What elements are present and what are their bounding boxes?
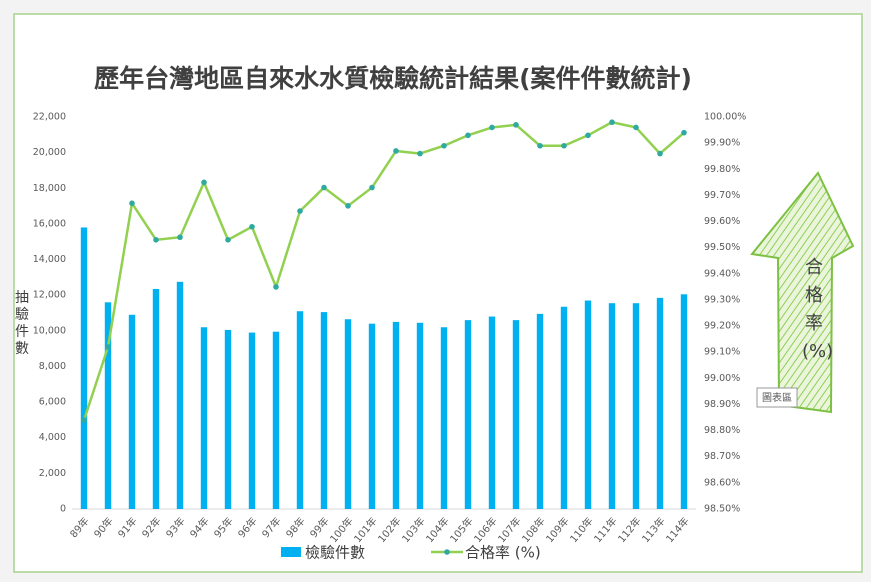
bar [464, 320, 472, 509]
line-marker [513, 122, 519, 128]
bar [368, 323, 376, 509]
line-marker [681, 129, 687, 136]
bar [440, 327, 448, 509]
legend-marker [444, 549, 450, 555]
y-axis-label-box: 抽驗件數 [15, 290, 29, 357]
legend-swatch [281, 547, 301, 557]
y-tick-label: 12,000 [33, 290, 66, 301]
bar [488, 316, 496, 509]
line-marker [609, 119, 615, 126]
line-marker [633, 124, 639, 131]
legend-label: 合格率 (%) [465, 544, 541, 562]
line-marker [537, 142, 543, 149]
tooltip: 圖表區 [762, 391, 792, 404]
line-marker [321, 184, 327, 191]
y2-tick-label: 98.80% [704, 425, 740, 436]
y-axis-label: 抽驗件數 [15, 290, 29, 357]
y-tick-label: 20,000 [33, 147, 66, 158]
y-tick-label: 0 [60, 504, 66, 515]
y-tick-label: 18,000 [33, 183, 66, 194]
bar [104, 302, 112, 509]
bar [200, 327, 208, 509]
y2-tick-label: 99.00% [704, 373, 740, 384]
y-tick-label: 22,000 [33, 112, 66, 123]
line-marker [153, 237, 159, 243]
line-marker [273, 284, 279, 290]
line-marker [105, 344, 111, 350]
bar [344, 319, 352, 509]
tooltip-box [756, 387, 798, 408]
bar [512, 320, 520, 509]
y2-tick-label: 98.70% [704, 451, 740, 462]
y-tick-label: 10,000 [33, 325, 66, 336]
legend-label: 檢驗件數 [305, 544, 365, 562]
line-marker [81, 417, 87, 423]
bar [392, 321, 400, 509]
bar [176, 281, 184, 509]
y-tick-label: 6,000 [39, 397, 66, 408]
line-marker [441, 142, 447, 149]
bar [416, 322, 424, 509]
y2-tick-label: 99.10% [704, 347, 740, 358]
line-marker [297, 208, 303, 214]
line-marker [489, 124, 495, 131]
line-marker [561, 142, 567, 149]
bar [80, 227, 88, 510]
y2-tick-label: 99.40% [704, 268, 740, 279]
y2-tick-label: 99.30% [704, 294, 740, 305]
y-tick-label: 14,000 [33, 254, 66, 265]
bar [296, 311, 304, 509]
line-marker [177, 234, 183, 241]
y2-tick-label: 99.60% [704, 216, 740, 227]
y-tick-label: 4,000 [39, 432, 66, 443]
line-marker [417, 150, 423, 157]
y2-tick-label: 99.90% [704, 138, 740, 149]
bar [584, 300, 592, 509]
y2-tick-label: 100.00% [704, 112, 746, 123]
line-marker [129, 200, 135, 207]
bar [248, 332, 256, 509]
line-marker [369, 184, 375, 191]
line-marker [225, 237, 231, 243]
y2-tick-label: 99.70% [704, 190, 740, 201]
y2-tick-label: 99.20% [704, 321, 740, 332]
bar [152, 288, 160, 509]
bar [656, 297, 664, 509]
bar [608, 303, 616, 509]
bar [680, 294, 688, 509]
bar [128, 314, 136, 509]
bar [272, 331, 280, 509]
bar [632, 303, 640, 509]
bar [560, 306, 568, 509]
y2-tick-label: 98.50% [704, 504, 740, 515]
chart-title: 歷年台灣地區自來水水質檢驗統計結果(案件件數統計) [94, 64, 692, 93]
line-marker [249, 223, 255, 230]
line-marker [585, 132, 591, 139]
line-marker [465, 132, 471, 139]
y2-tick-label: 99.50% [704, 242, 740, 253]
bar [536, 313, 544, 509]
y2-tick-label: 98.90% [704, 399, 740, 410]
bar [320, 312, 328, 509]
y2-tick-label: 99.80% [704, 164, 740, 175]
arrow [750, 171, 855, 414]
y-tick-label: 2,000 [39, 468, 66, 479]
line-marker [201, 179, 207, 186]
line [82, 120, 685, 421]
arrow-label-box: 合格率 (%) [802, 257, 832, 362]
arrow-label: 合格率 (%) [802, 257, 832, 362]
line-marker [657, 150, 663, 157]
line-marker [393, 148, 399, 154]
y-tick-label: 8,000 [39, 361, 66, 372]
bar [224, 329, 232, 509]
line-marker [345, 203, 351, 209]
y2-tick-label: 98.60% [704, 477, 740, 488]
y-tick-label: 16,000 [33, 218, 66, 229]
